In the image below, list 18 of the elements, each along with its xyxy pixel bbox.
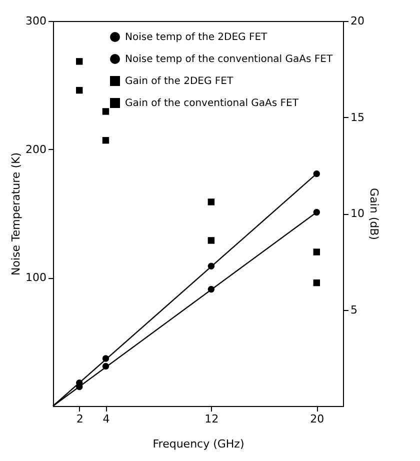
- y-tick-label: 100: [26, 271, 46, 284]
- x-axis-title: Frequency (GHz): [152, 438, 244, 450]
- y-tick-label: 300: [26, 14, 46, 28]
- y2-tick-label: 20: [350, 14, 364, 28]
- x-tick-label: 2: [76, 412, 84, 426]
- legend-label: Gain of the conventional GaAs FET: [125, 98, 300, 109]
- y2-tick-label: 5: [350, 303, 358, 316]
- y2-tick-label: 10: [350, 207, 364, 220]
- y2-axis-title: Gain (dB): [367, 188, 380, 240]
- y-axis-title: Noise Temperature (K): [10, 152, 23, 276]
- legend-label: Gain of the 2DEG FET: [125, 76, 234, 87]
- y2-tick-label: 15: [350, 110, 364, 124]
- legend-label: Noise temp of the conventional GaAs FET: [125, 54, 334, 65]
- y-tick-label: 200: [26, 142, 46, 156]
- legend-label: Noise temp of the 2DEG FET: [125, 32, 268, 43]
- x-tick-label: 20: [310, 412, 324, 426]
- x-tick-label: 12: [204, 412, 219, 426]
- x-tick-label: 4: [102, 412, 110, 426]
